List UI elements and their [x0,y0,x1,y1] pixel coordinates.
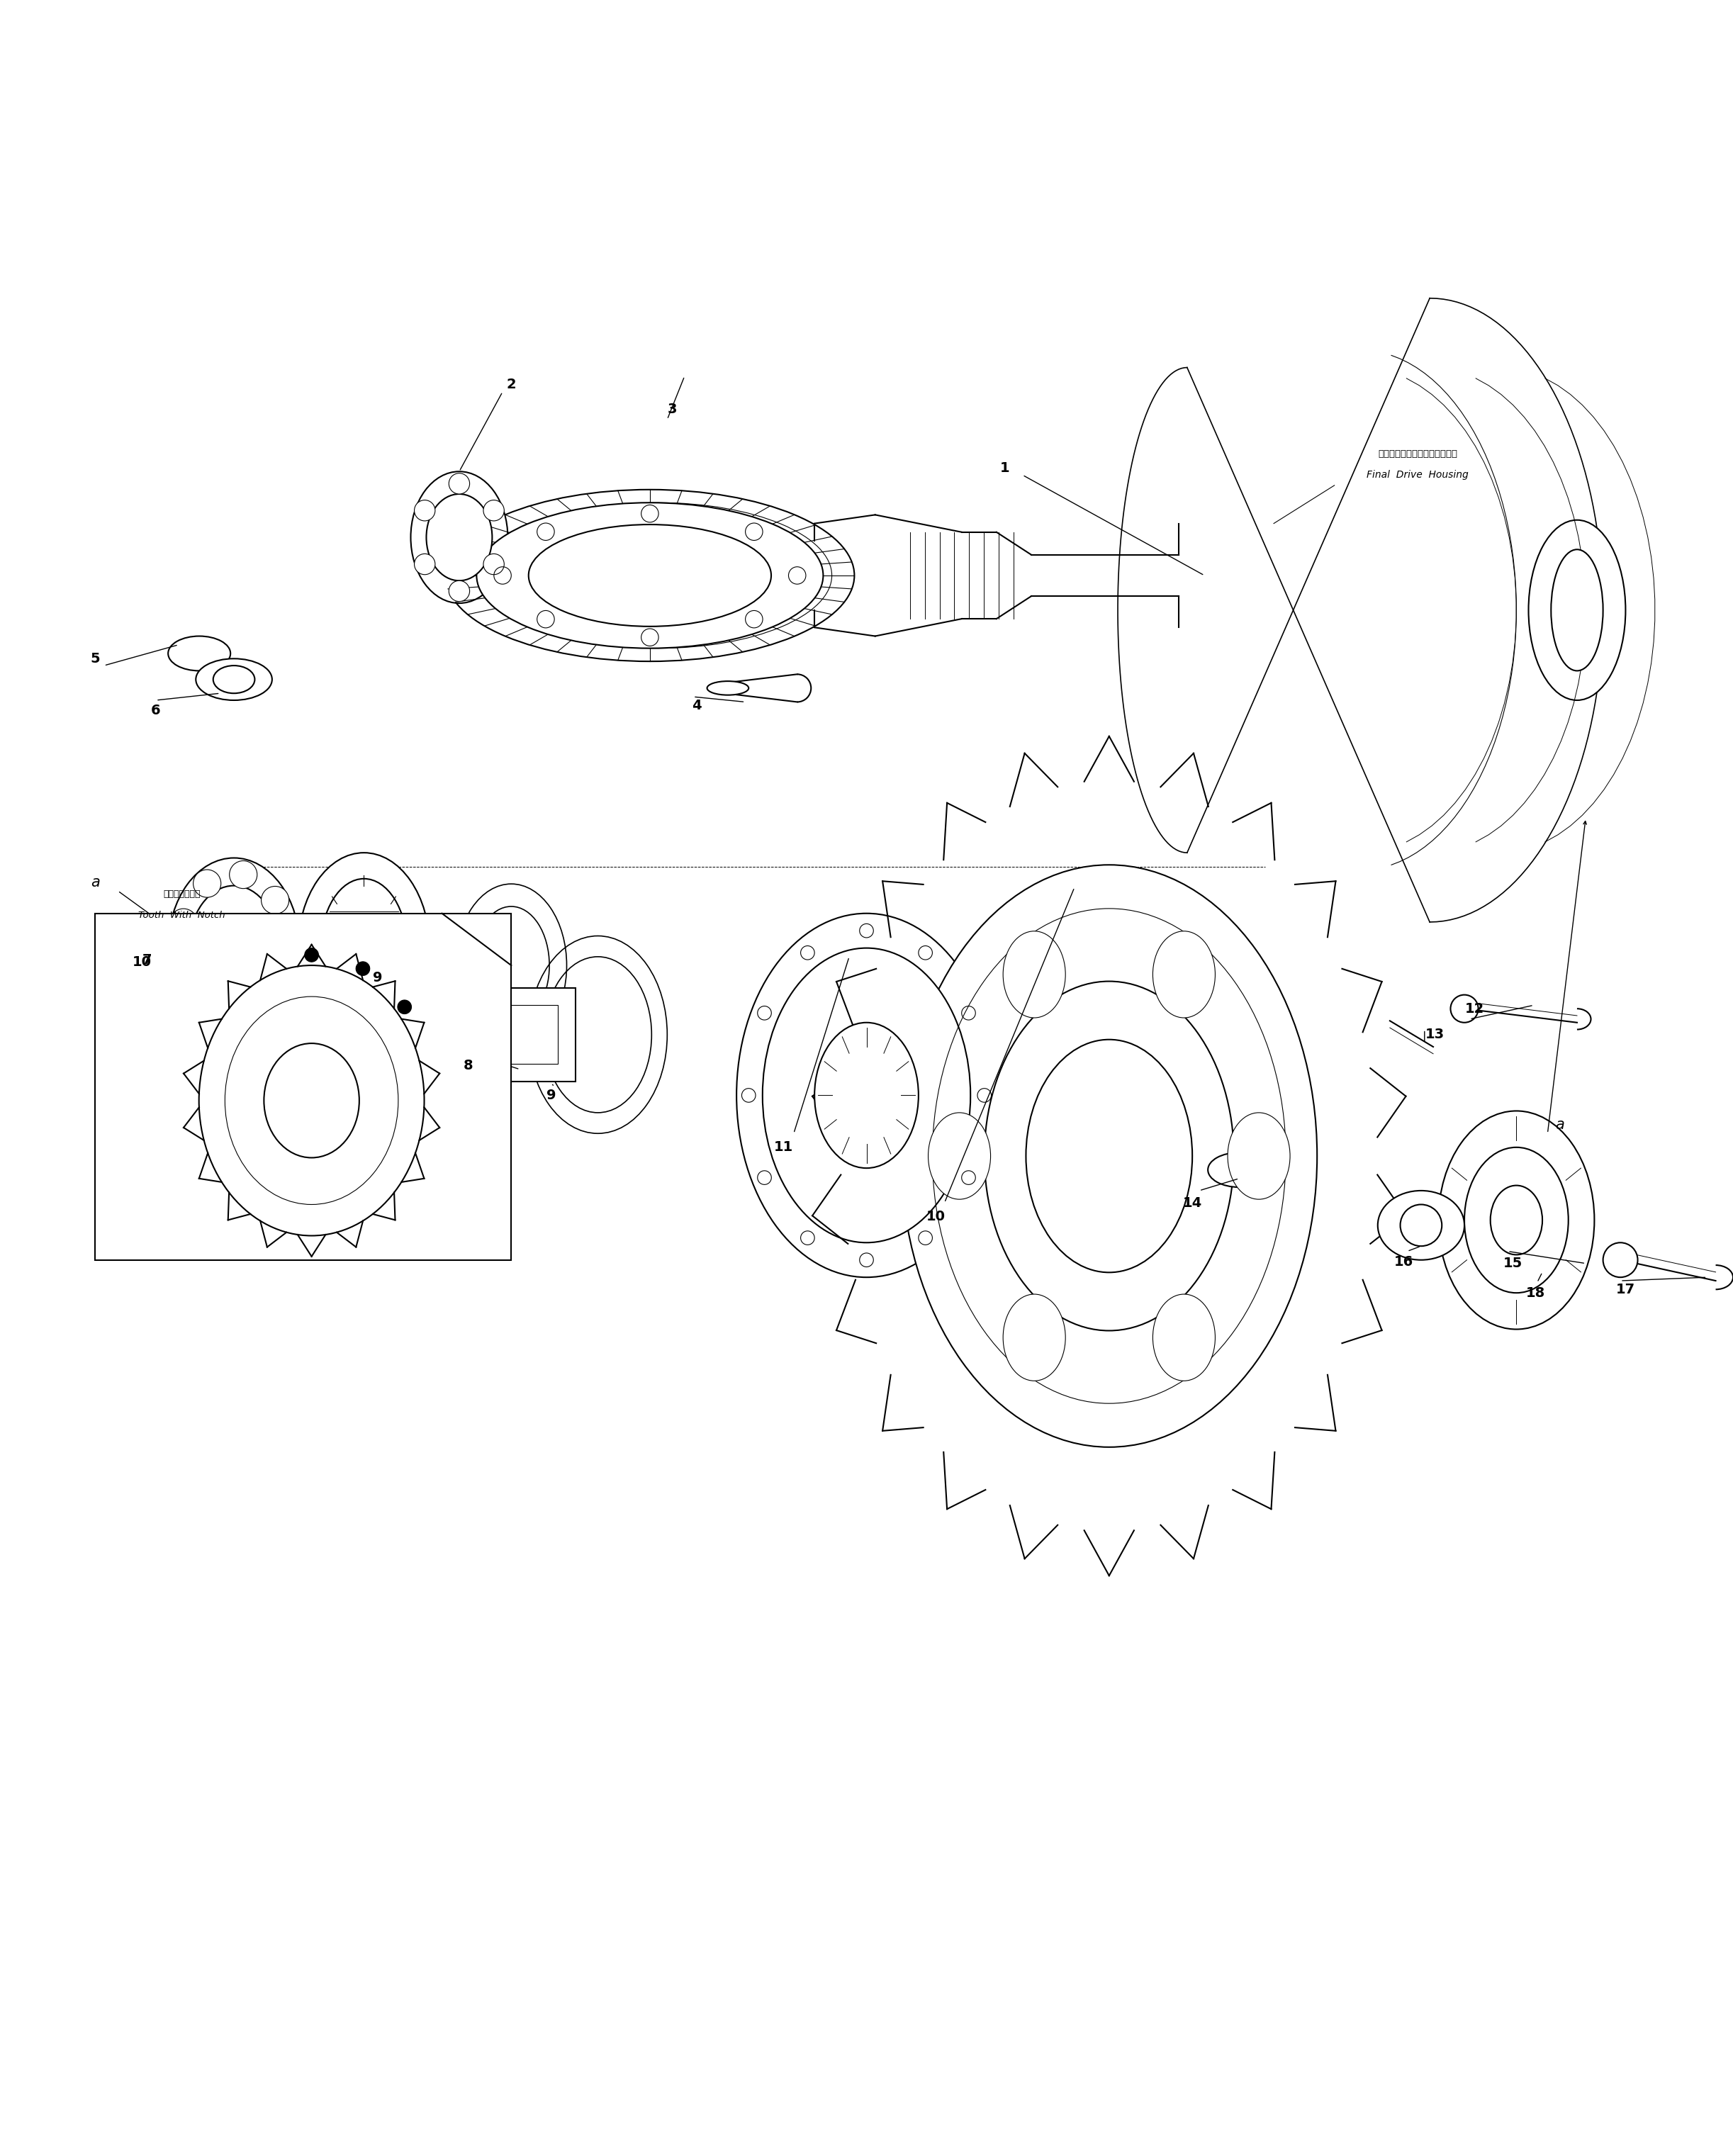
Ellipse shape [1551,550,1603,671]
Circle shape [170,959,198,987]
Text: 15: 15 [1503,1257,1523,1270]
Ellipse shape [1152,931,1215,1018]
Circle shape [262,983,289,1009]
Ellipse shape [411,472,508,604]
Ellipse shape [477,502,823,649]
Ellipse shape [984,981,1234,1330]
Text: 12: 12 [1464,1003,1485,1015]
Ellipse shape [929,1112,991,1199]
Circle shape [229,860,256,888]
Text: 2: 2 [506,377,516,392]
Circle shape [484,500,504,522]
Text: 4: 4 [691,699,702,711]
Text: 16: 16 [1393,1255,1414,1268]
Text: 歯部きり欠き付: 歯部きり欠き付 [163,890,201,899]
Ellipse shape [1227,1112,1289,1199]
Ellipse shape [1603,1242,1638,1276]
Text: 14: 14 [1182,1197,1203,1210]
Circle shape [449,472,470,494]
Ellipse shape [1152,1294,1215,1380]
Circle shape [229,1007,256,1035]
Text: 7: 7 [142,953,153,966]
Ellipse shape [225,996,399,1205]
Ellipse shape [168,858,300,1039]
Circle shape [449,580,470,602]
Ellipse shape [189,886,279,1011]
Ellipse shape [1026,1039,1192,1272]
Ellipse shape [1378,1190,1464,1259]
Ellipse shape [1490,1186,1542,1255]
Circle shape [414,554,435,576]
Ellipse shape [321,880,407,1018]
Ellipse shape [168,636,230,671]
Text: 17: 17 [1615,1283,1636,1296]
Ellipse shape [815,1022,918,1169]
Ellipse shape [199,966,425,1235]
Ellipse shape [445,489,854,662]
Ellipse shape [707,681,749,694]
Text: Tooth  With  Notch: Tooth With Notch [139,910,225,921]
Circle shape [305,949,319,962]
Circle shape [170,908,198,936]
Ellipse shape [196,658,272,701]
Circle shape [194,998,222,1026]
Ellipse shape [298,854,430,1044]
FancyBboxPatch shape [464,987,575,1082]
Text: ファイナルドライブハウジング: ファイナルドライブハウジング [1378,451,1457,459]
Circle shape [355,962,369,975]
Ellipse shape [1003,931,1066,1018]
Text: 8: 8 [463,1059,473,1072]
Circle shape [1400,1205,1442,1246]
Circle shape [484,554,504,576]
Text: 9: 9 [546,1089,556,1102]
Ellipse shape [1451,994,1478,1022]
Ellipse shape [763,949,970,1242]
Ellipse shape [901,865,1317,1447]
Text: 9: 9 [373,970,383,985]
Text: a: a [1555,1117,1565,1132]
Bar [95,914,511,1259]
Ellipse shape [426,494,492,580]
Text: 11: 11 [773,1141,794,1153]
Text: 6: 6 [151,703,161,718]
Circle shape [262,886,289,914]
Ellipse shape [1464,1147,1568,1294]
Text: 13: 13 [1425,1028,1445,1041]
Text: 10: 10 [132,955,153,968]
Ellipse shape [1003,1294,1066,1380]
Text: 1: 1 [1000,461,1010,474]
Text: Final  Drive  Housing: Final Drive Housing [1367,470,1468,481]
Ellipse shape [263,1044,359,1158]
Circle shape [194,869,222,897]
Text: 10: 10 [925,1210,946,1222]
Ellipse shape [213,666,255,694]
FancyBboxPatch shape [482,1005,558,1065]
Text: 5: 5 [90,651,101,666]
Ellipse shape [737,914,996,1276]
Circle shape [414,500,435,522]
Circle shape [274,934,302,962]
Text: 18: 18 [1525,1287,1546,1300]
Text: a: a [90,875,101,888]
Ellipse shape [1529,520,1626,701]
Ellipse shape [1438,1110,1594,1330]
Text: 3: 3 [667,403,678,416]
Circle shape [397,1000,411,1013]
Ellipse shape [1208,1153,1270,1188]
Ellipse shape [529,524,771,627]
